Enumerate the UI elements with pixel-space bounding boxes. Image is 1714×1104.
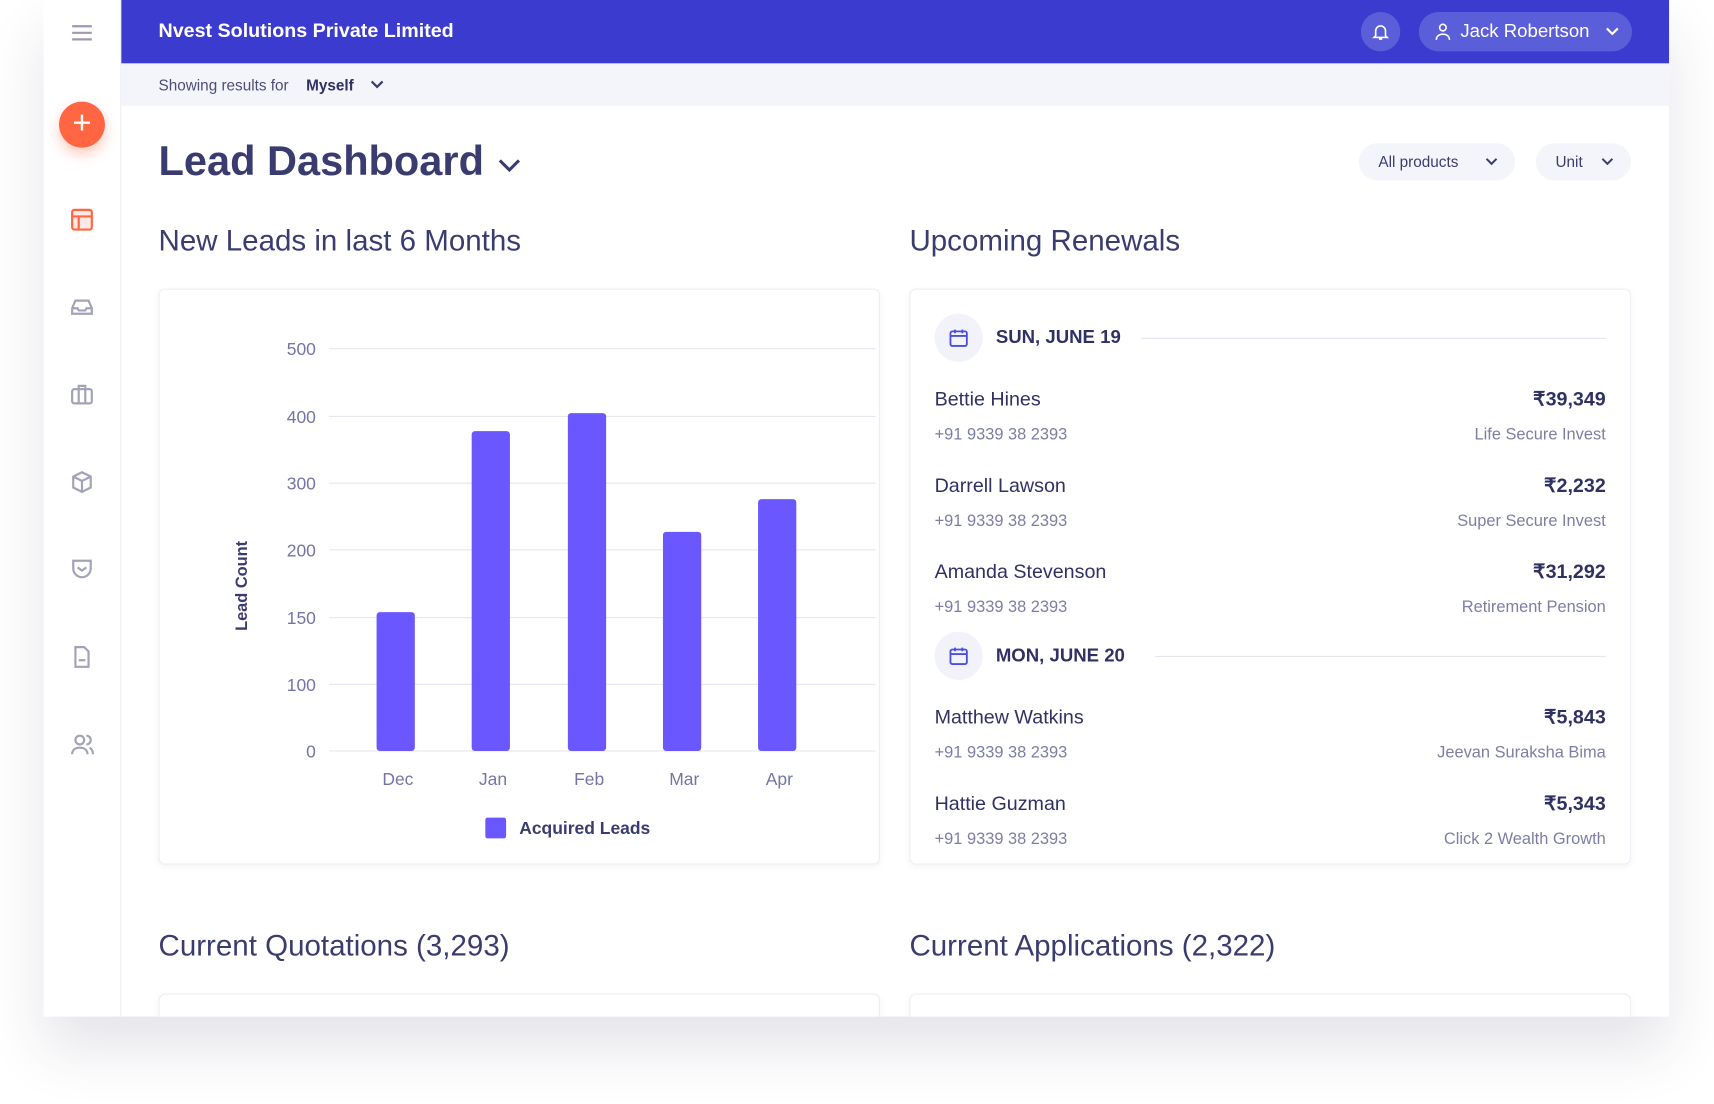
renewal-phone: +91 9339 38 2393 bbox=[934, 425, 1068, 444]
sidebar: + bbox=[43, 0, 122, 1017]
inbox-icon[interactable] bbox=[69, 294, 95, 320]
document-icon[interactable] bbox=[69, 644, 95, 670]
x-tick-label: Jan bbox=[479, 769, 507, 789]
renewal-name[interactable]: Amanda Stevenson bbox=[934, 560, 1107, 583]
bar-feb bbox=[567, 413, 607, 751]
quotations-card bbox=[158, 993, 880, 1017]
leads-chart-card: 500 400 300 200 150 100 0 Dec Jan Feb Mar Apr Lead C… bbox=[158, 288, 880, 865]
results-label: Showing results for bbox=[158, 76, 289, 95]
x-tick-label: Mar bbox=[669, 769, 699, 789]
bar-jan bbox=[471, 431, 510, 751]
renewal-name[interactable]: Matthew Watkins bbox=[934, 706, 1084, 729]
briefcase-icon[interactable] bbox=[69, 381, 95, 407]
quotations-section-title: Current Quotations (3,293) bbox=[158, 929, 510, 962]
unit-filter[interactable]: Unit bbox=[1535, 143, 1631, 181]
renewal-amount: ₹39,349 bbox=[1533, 388, 1606, 410]
menu-icon[interactable] bbox=[69, 20, 95, 46]
chevron-down-icon bbox=[1485, 158, 1498, 166]
chevron-down-icon bbox=[1606, 27, 1619, 36]
calendar-badge bbox=[934, 631, 983, 680]
y-tick-label: 500 bbox=[287, 339, 316, 359]
renewal-amount: ₹2,232 bbox=[1544, 474, 1606, 497]
y-axis-label: Lead Count bbox=[233, 540, 251, 631]
calendar-icon bbox=[949, 329, 968, 347]
renewal-product: Retirement Pension bbox=[1461, 597, 1606, 617]
renewal-phone: +91 9339 38 2393 bbox=[934, 597, 1068, 617]
bar-apr bbox=[758, 499, 797, 751]
dashboard-icon[interactable] bbox=[69, 207, 95, 233]
results-filter-bar: Showing results for Myself bbox=[121, 63, 1670, 107]
renewal-amount: ₹5,843 bbox=[1544, 706, 1606, 729]
app-window: + Nvest Solutions Private Limited Jack R… bbox=[43, 0, 1670, 1017]
renewal-name[interactable]: Bettie Hines bbox=[934, 388, 1041, 410]
products-filter[interactable]: All products bbox=[1358, 143, 1516, 181]
x-tick-label: Apr bbox=[766, 769, 793, 789]
users-icon[interactable] bbox=[69, 731, 95, 757]
renewals-section-title: Upcoming Renewals bbox=[909, 224, 1181, 257]
renewal-phone: +91 9339 38 2393 bbox=[934, 511, 1068, 531]
renewal-date: SUN, JUNE 19 bbox=[995, 326, 1121, 348]
page-title[interactable]: Lead Dashboard bbox=[158, 138, 484, 185]
calendar-badge bbox=[934, 313, 983, 362]
x-tick-label: Dec bbox=[382, 769, 413, 789]
renewal-product: Life Secure Invest bbox=[1474, 425, 1606, 444]
leads-bar-chart: 500 400 300 200 150 100 0 Dec Jan Feb Mar Apr Lead C… bbox=[233, 339, 876, 839]
renewal-phone: +91 9339 38 2393 bbox=[934, 829, 1068, 849]
notifications-button[interactable] bbox=[1360, 12, 1401, 52]
x-tick-label: Feb bbox=[574, 769, 604, 789]
chevron-down-icon[interactable] bbox=[497, 158, 521, 173]
add-button[interactable]: + bbox=[59, 101, 105, 148]
renewal-phone: +91 9339 38 2393 bbox=[934, 743, 1068, 762]
renewal-name[interactable]: Hattie Guzman bbox=[934, 792, 1066, 815]
renewal-product: Click 2 Wealth Growth bbox=[1443, 829, 1606, 849]
calendar-icon bbox=[949, 647, 968, 665]
company-name: Nvest Solutions Private Limited bbox=[158, 19, 454, 42]
chevron-down-icon[interactable] bbox=[370, 80, 384, 90]
renewal-amount: ₹31,292 bbox=[1533, 560, 1606, 583]
renewals-card: SUN, JUNE 19 Bettie Hines ₹39,349 +91 93… bbox=[909, 288, 1631, 865]
pocket-icon[interactable] bbox=[69, 556, 95, 582]
y-tick-label: 200 bbox=[287, 540, 316, 560]
top-header: Nvest Solutions Private Limited Jack Rob… bbox=[121, 0, 1670, 64]
user-menu[interactable]: Jack Robertson bbox=[1418, 12, 1632, 52]
y-tick-label: 400 bbox=[287, 407, 316, 427]
legend-label: Acquired Leads bbox=[519, 818, 650, 838]
y-tick-label: 300 bbox=[287, 474, 316, 494]
leads-section-title: New Leads in last 6 Months bbox=[158, 224, 522, 257]
user-icon bbox=[1435, 23, 1451, 40]
results-scope-select[interactable]: Myself bbox=[306, 76, 354, 95]
applications-card bbox=[909, 993, 1631, 1017]
user-name: Jack Robertson bbox=[1460, 20, 1590, 42]
bell-icon bbox=[1372, 25, 1390, 40]
chevron-down-icon bbox=[1601, 158, 1614, 166]
date-divider bbox=[1141, 337, 1606, 339]
date-divider bbox=[1155, 655, 1606, 657]
legend-swatch bbox=[485, 817, 507, 839]
y-tick-label: 100 bbox=[287, 675, 316, 695]
applications-section-title: Current Applications (2,322) bbox=[909, 929, 1276, 962]
y-tick-label: 150 bbox=[287, 608, 316, 628]
renewal-product: Jeevan Suraksha Bima bbox=[1437, 743, 1606, 762]
products-filter-label: All products bbox=[1378, 153, 1459, 171]
unit-filter-label: Unit bbox=[1555, 153, 1583, 171]
y-tick-label: 0 bbox=[306, 742, 316, 762]
renewal-date: MON, JUNE 20 bbox=[995, 644, 1125, 666]
renewal-amount: ₹5,343 bbox=[1544, 792, 1606, 815]
renewal-product: Super Secure Invest bbox=[1457, 511, 1606, 531]
box-icon[interactable] bbox=[69, 469, 95, 495]
bar-dec bbox=[376, 612, 415, 751]
bar-mar bbox=[662, 531, 702, 751]
renewal-name[interactable]: Darrell Lawson bbox=[934, 474, 1066, 497]
